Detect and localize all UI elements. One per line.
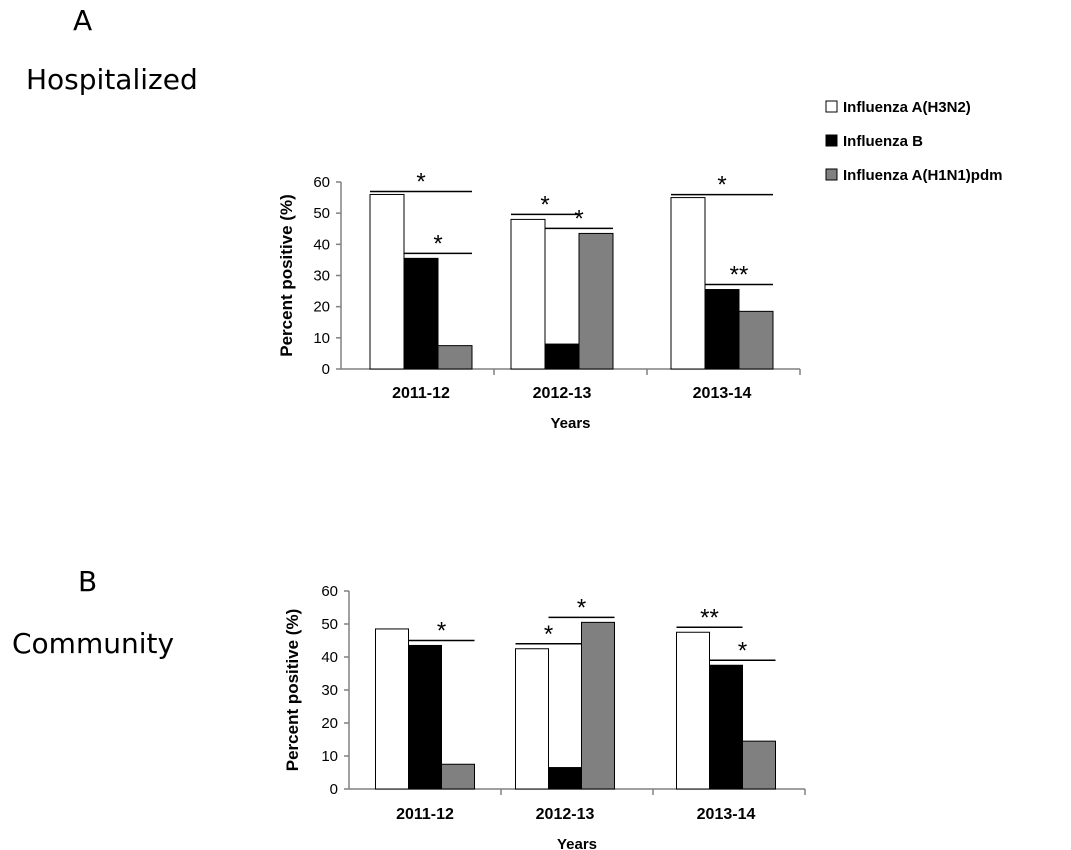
legend-label: Influenza A(H1N1)pdm — [843, 167, 1002, 184]
chart1-bar — [403, 257, 439, 370]
chart2-bar — [742, 740, 776, 790]
chart2-y-tick-label: 60 — [321, 583, 338, 600]
legend-swatch — [825, 168, 838, 181]
panel-a-label: Hospitalized — [26, 63, 198, 96]
chart1-y-tick-label: 30 — [313, 268, 330, 285]
chart2-significance-marker: * — [544, 621, 553, 648]
chart2-x-axis-title: Years — [557, 836, 597, 850]
chart1-y-tick-label: 0 — [322, 361, 330, 378]
chart1-bar — [369, 193, 405, 370]
panel-a-letter: A — [73, 4, 93, 37]
chart1-category-label: 2013-14 — [693, 385, 752, 402]
chart1-x-axis-title: Years — [550, 415, 590, 432]
chart1-y-tick-label: 60 — [313, 174, 330, 191]
chart2-y-axis-title: Percent positive (%) — [283, 609, 302, 772]
chart2-y-tick-label: 30 — [321, 682, 338, 699]
chart1-bar — [670, 197, 706, 370]
panel-b-label: Community — [12, 627, 175, 660]
chart2-bar — [375, 628, 409, 790]
chart2-significance-marker: * — [738, 637, 747, 664]
chart1-y-tick-label: 10 — [313, 330, 330, 347]
legend-swatch — [825, 100, 838, 113]
chart2-significance-marker: * — [437, 617, 446, 644]
chart2-y-tick-label: 50 — [321, 616, 338, 633]
chart2-bar — [548, 767, 582, 790]
chart2-significance-marker: * — [577, 594, 586, 621]
chart2-bar — [581, 621, 615, 790]
chart2-y-tick-label: 40 — [321, 649, 338, 666]
chart2-bar — [441, 763, 475, 790]
chart1-y-tick-label: 40 — [313, 236, 330, 253]
legend-swatch — [825, 134, 838, 147]
chart2-significance-marker: ** — [700, 604, 719, 631]
chart2-category-label: 2013-14 — [697, 806, 756, 823]
chart2-y-tick-label: 20 — [321, 715, 338, 732]
chart2-y-tick-label: 10 — [321, 748, 338, 765]
chart1-bar — [578, 232, 614, 370]
chart1-bar — [437, 345, 473, 370]
chart2-bar — [709, 664, 743, 790]
chart1-significance-marker: ** — [730, 262, 749, 289]
panel-b-letter: B — [78, 565, 98, 598]
chart1-y-tick-label: 50 — [313, 205, 330, 222]
chart1-significance-marker: * — [416, 168, 425, 195]
chart1-category-label: 2012-13 — [533, 385, 592, 402]
chart1-significance-marker: * — [540, 191, 549, 218]
chart1-significance-marker: * — [717, 172, 726, 199]
chart2-bar — [676, 631, 710, 790]
chart1-significance-marker: * — [574, 205, 583, 232]
chart2-bar — [408, 644, 442, 790]
chart2-category-label: 2011-12 — [396, 806, 454, 823]
chart1-bar — [738, 310, 774, 370]
chart1-y-axis-title: Percent positive (%) — [277, 194, 296, 357]
legend-label: Influenza A(H3N2) — [843, 99, 971, 116]
chart1-y-tick-label: 20 — [313, 299, 330, 316]
chart1-bar — [544, 343, 580, 370]
chart1-significance-marker: * — [433, 230, 442, 257]
chart1-bar — [510, 218, 546, 370]
chart1-bar — [704, 289, 740, 370]
legend-label: Influenza B — [843, 133, 923, 150]
chart2-bar — [515, 648, 549, 790]
chart2-y-tick-label: 0 — [330, 781, 338, 798]
chart1-category-label: 2011-12 — [392, 385, 450, 402]
chart2-category-label: 2012-13 — [536, 806, 595, 823]
